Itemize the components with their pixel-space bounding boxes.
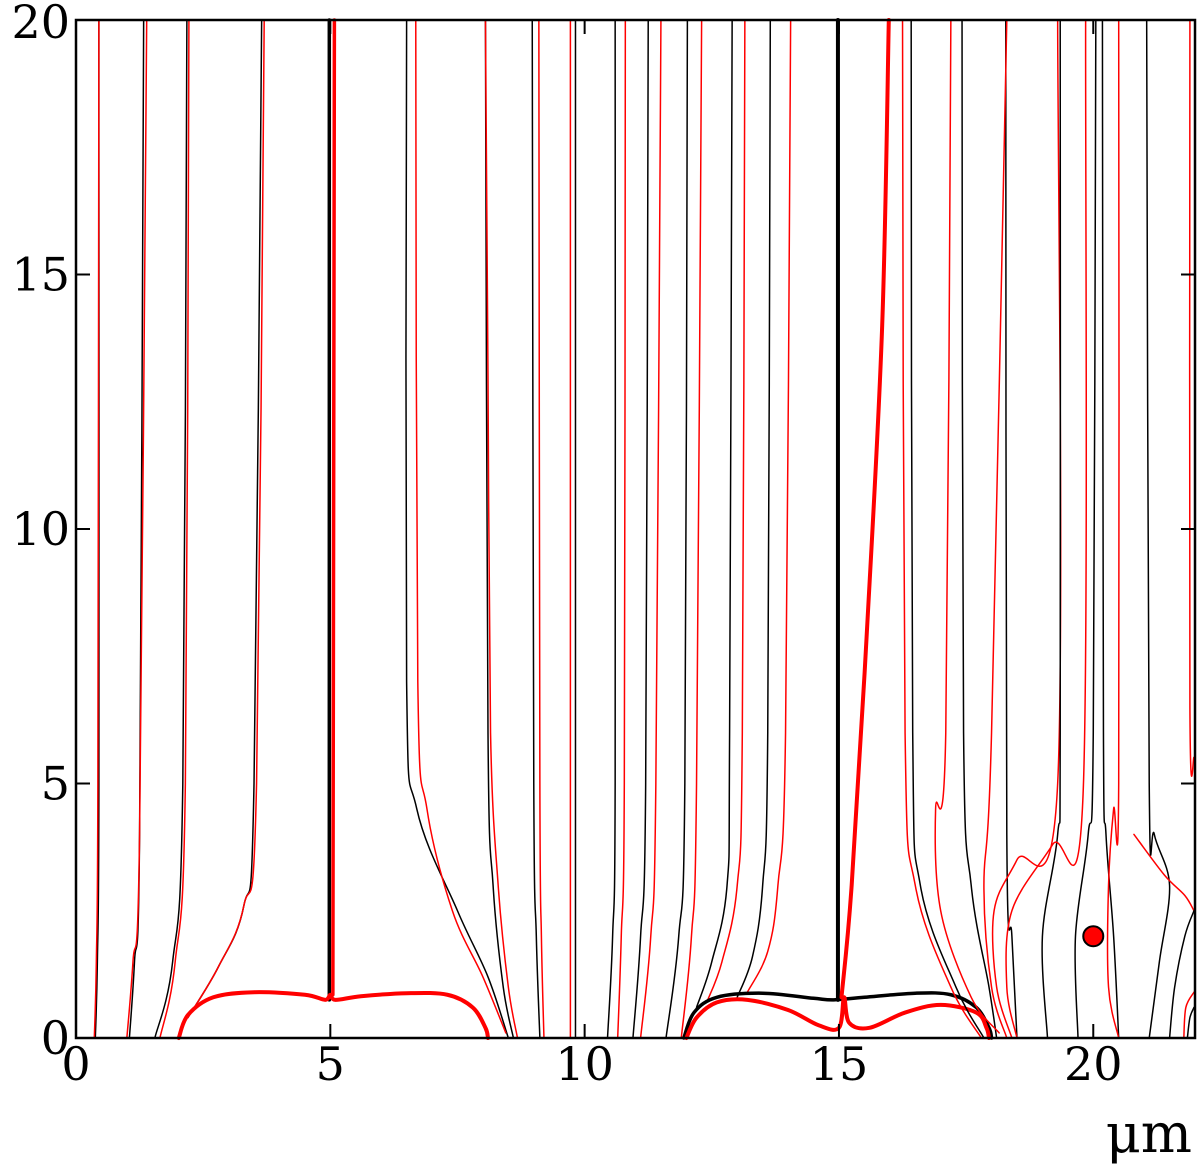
red-field-line-24 [680,19,703,1039]
red-field-line-26 [705,19,746,1004]
series-layer [93,18,1195,1040]
black-field-line-15 [531,19,541,1039]
black-field-line-19 [606,19,617,1039]
black-field-line-43 [1101,19,1120,1039]
red-field-line-12 [415,19,507,1034]
black-field-line-27 [736,19,772,999]
red-field-line-32 [839,18,891,1000]
y-tick-labels: 0 5 10 15 20 [11,0,70,1065]
black-field-line-40 [1041,19,1062,1039]
black-field-line-45 [1145,19,1171,1039]
red-field-line-7 [187,19,265,1019]
red-field-line-9 [331,18,337,997]
black-field-line-47 [1168,910,1195,1039]
red-field-line-5 [159,19,190,1039]
red-field-line-31 [684,995,992,1040]
red-field-line-10 [176,990,490,1040]
red-field-line-1 [93,19,100,1039]
x-axis-unit-label: μm [1106,1102,1192,1165]
black-field-line-42 [1074,19,1097,1039]
red-field-line-50 [1188,19,1195,777]
marker-layer [1082,925,1105,948]
red-field-line-36 [934,19,1000,1034]
tick-layer [75,19,1195,1039]
x-tick-label-2: 10 [555,1037,614,1091]
x-tick-label-4: 20 [1064,1037,1123,1091]
y-tick-label-0: 0 [41,1011,70,1065]
black-field-line-49 [1186,1006,1195,1039]
red-field-line-16 [538,19,545,1039]
red-field-line-3 [126,19,148,1039]
source-marker-0 [1082,925,1105,948]
x-tick-labels: 0 5 10 15 20 [61,1037,1122,1091]
red-field-line-14 [484,19,519,1039]
y-tick-label-4: 20 [11,0,70,49]
black-field-line-11 [405,19,510,1039]
black-field-line-25 [695,19,733,1009]
black-field-line-33 [910,19,985,1039]
black-field-line-35 [961,19,998,1039]
x-tick-label-0: 0 [61,1037,90,1091]
red-field-line-34 [901,19,983,1039]
black-field-line-37 [1005,19,1018,1039]
x-tick-label-1: 5 [316,1037,345,1091]
y-tick-label-3: 15 [11,248,70,302]
red-field-line-44 [1106,19,1120,1039]
black-field-line-23 [665,19,689,1039]
red-field-line-22 [639,19,662,1039]
red-field-line-20 [616,19,627,1039]
red-field-line-41 [1005,19,1088,1039]
black-field-line-21 [632,19,649,1039]
x-tick-label-3: 15 [810,1037,869,1091]
red-field-line-28 [746,19,792,993]
black-field-line-13 [484,19,515,1039]
black-field-line-4 [154,19,188,1039]
red-field-line-46 [1133,833,1195,912]
y-tick-label-2: 10 [11,502,70,556]
y-tick-label-1: 5 [41,757,70,811]
red-field-line-48 [1183,991,1195,1039]
red-field-line-38 [983,19,1008,1039]
